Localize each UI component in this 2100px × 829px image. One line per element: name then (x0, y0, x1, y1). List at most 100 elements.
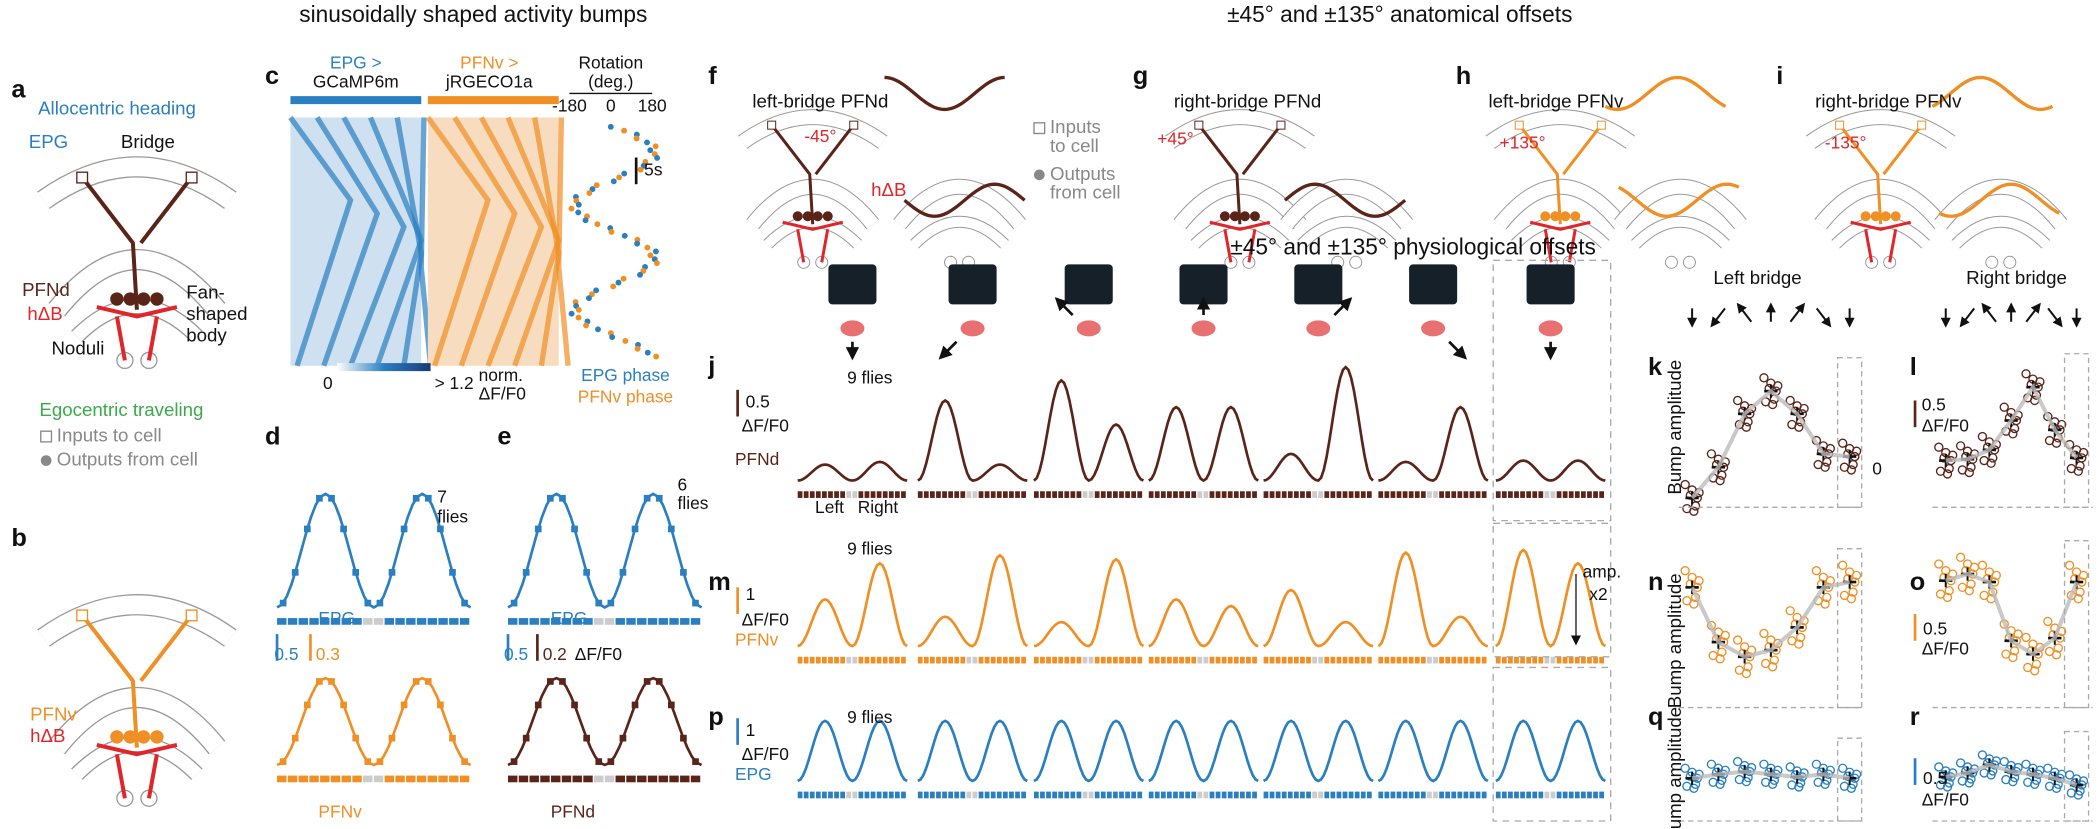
glomerulus (287, 775, 298, 783)
glomerulus (942, 791, 947, 799)
glomerulus (1191, 656, 1197, 664)
glomerulus (942, 491, 947, 498)
glomerulus (1520, 491, 1525, 498)
glomerulus (1378, 656, 1384, 664)
glomerulus (1246, 656, 1251, 664)
glomerulus (395, 775, 405, 783)
label: h (1456, 62, 1472, 90)
fly-point (1708, 777, 1718, 787)
glomerulus (309, 618, 319, 625)
bump-node (424, 494, 432, 502)
fly-point (1787, 419, 1797, 430)
glomerulus (1203, 791, 1209, 799)
output-dot (150, 292, 164, 306)
glomerulus (658, 618, 668, 625)
glomerulus (858, 656, 864, 664)
glomerulus (1330, 791, 1336, 799)
bump-trace (1262, 588, 1374, 648)
label: 0.5 (1922, 394, 1946, 414)
glomerulus (1342, 491, 1348, 498)
glomerulus (1366, 791, 1372, 799)
glomerulus (1131, 791, 1137, 799)
glomerulus (298, 618, 308, 625)
phase-dot (582, 217, 589, 224)
glomerulus (551, 618, 561, 625)
label: 9 flies (847, 707, 893, 727)
glomerulus (1269, 791, 1275, 799)
glomerulus (1508, 656, 1513, 664)
glomerulus (1544, 656, 1550, 664)
bump-node (424, 678, 432, 685)
label: shaped (186, 303, 247, 324)
label: hΔB (30, 725, 65, 746)
label: hΔB (27, 303, 62, 324)
fly-point (1706, 449, 1717, 459)
glomerulus (1015, 791, 1020, 799)
bump-node (534, 701, 542, 709)
fly-point (2053, 643, 2063, 653)
glomerulus (1538, 656, 1544, 664)
direction-arrow (1789, 302, 1806, 323)
glomerulus (1495, 656, 1501, 664)
glomerulus (1532, 491, 1538, 498)
glomerulus (954, 791, 960, 799)
glomerulus (1227, 791, 1233, 799)
fly-point (2066, 788, 2077, 798)
glomerulus (1246, 491, 1251, 498)
glomerulus (1100, 491, 1106, 498)
bump-node (559, 494, 566, 502)
outline (1298, 216, 1396, 248)
bump-node (522, 569, 530, 576)
glomerulus (972, 791, 978, 799)
glomerulus (1125, 491, 1130, 498)
output-dot (822, 211, 833, 222)
glomerulus (615, 775, 625, 783)
input-box (1596, 120, 1606, 130)
fly-point (1934, 559, 1944, 569)
label: Inputs to cell (57, 424, 162, 445)
glomerulus (1562, 656, 1568, 664)
label: Inputs (1050, 116, 1101, 137)
label: Egocentric traveling (39, 399, 203, 420)
glomerulus (427, 775, 438, 783)
label: EPG (318, 608, 355, 628)
dashed-box (1492, 522, 1612, 658)
mean-line (1945, 762, 2078, 787)
label: 0.3 (316, 644, 340, 664)
glomerulus (1215, 491, 1221, 498)
glomerulus (870, 656, 876, 664)
heatmap-stripe (425, 115, 491, 367)
fly-point (1822, 457, 1832, 467)
glomerulus (1070, 491, 1076, 498)
fly-point (1795, 632, 1806, 643)
glomerulus (1002, 791, 1008, 799)
label: GCaMP6m (313, 71, 399, 91)
glomerulus (1463, 491, 1469, 498)
glomerulus (990, 791, 996, 799)
fly (840, 320, 865, 337)
fly-point (1811, 759, 1822, 769)
glomerulus (1306, 791, 1311, 799)
glomerulus (1021, 656, 1026, 664)
label: j (707, 352, 715, 380)
glomerulus (1160, 491, 1166, 498)
dashed-box (2063, 353, 2090, 508)
bump-trace (1495, 548, 1607, 648)
glomerulus (840, 491, 846, 498)
bump-node (534, 525, 542, 533)
axis-label: Bump amplitude (1664, 707, 1685, 829)
label: ΔF/F0 (742, 609, 789, 629)
nodulus (1664, 255, 1678, 269)
glomerulus (459, 775, 470, 783)
arena (1179, 264, 1228, 305)
fly-point (1759, 373, 1769, 383)
bump-node (376, 758, 384, 765)
fly-point (1979, 590, 1989, 601)
glomerulus (1427, 491, 1432, 498)
fly-point (2044, 646, 2055, 657)
neuron-schematic (1805, 109, 1956, 269)
phase-dot (586, 295, 592, 302)
glomerulus (561, 618, 572, 625)
bump-trace (1262, 719, 1374, 783)
glomerulus (1293, 656, 1299, 664)
